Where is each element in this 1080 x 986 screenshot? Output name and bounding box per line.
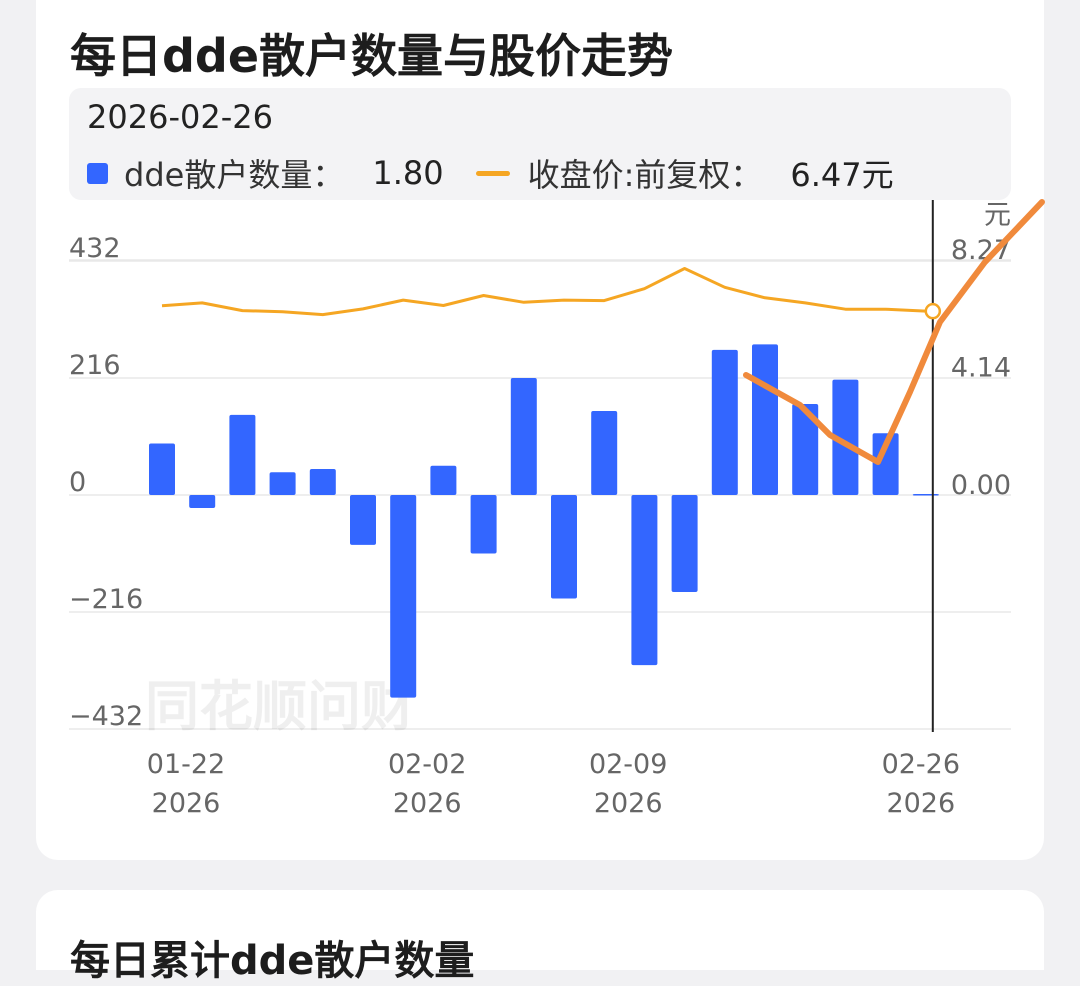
price-point-marker — [924, 302, 942, 320]
dde-bar — [551, 495, 577, 599]
y-left-tick-label: 432 — [69, 233, 121, 264]
dde-bar — [671, 495, 698, 592]
dde-bar — [872, 433, 899, 495]
x-tick-date-label: 01-22 — [147, 749, 225, 780]
dde-bar — [390, 495, 417, 698]
chart-tooltip: 2026-02-26 dde散户数量： 1.80 收盘价:前复权： 6.47元 — [69, 88, 1011, 200]
y-left-tick-label: −432 — [69, 701, 143, 732]
dde-bar — [792, 404, 819, 495]
chart-svg[interactable]: 432 216 0 −216 −432 元 8.27 4.14 0.00 同花顺问财 01-22 20… — [0, 0, 1080, 943]
x-tick-year-label: 2026 — [594, 788, 663, 819]
dde-bar — [189, 495, 216, 508]
dde-bar — [752, 344, 778, 495]
tooltip-series2-label: 收盘价:前复权： — [527, 156, 763, 194]
price-line — [161, 267, 926, 317]
y-right-tick-label: 0.00 — [951, 470, 1011, 501]
tooltip-values: dde散户数量： 1.80 收盘价:前复权： 6.47元 — [87, 150, 894, 196]
dde-bar — [631, 495, 658, 666]
x-tick-date-label: 02-09 — [589, 749, 667, 780]
tooltip-series1-value: 1.80 — [372, 154, 444, 192]
dde-bar — [149, 443, 175, 495]
y-right-tick-label: 4.14 — [951, 352, 1011, 383]
dde-bar — [510, 378, 537, 495]
dde-bar — [350, 495, 376, 545]
watermark-text: 同花顺问财 — [145, 675, 415, 738]
y-right-unit-label: 元 — [984, 200, 1011, 231]
dde-bar — [591, 411, 618, 495]
chart-title: 每日dde散户数量与股价走势 — [70, 29, 674, 83]
dde-bar — [269, 472, 296, 495]
x-tick-year-label: 2026 — [393, 788, 462, 819]
dde-bar — [470, 495, 497, 554]
y-left-tick-label: −216 — [69, 584, 143, 615]
x-tick-year-label: 2026 — [152, 788, 221, 819]
dde-bar — [309, 469, 336, 495]
line-legend-dash-icon — [475, 170, 510, 176]
x-tick-date-label: 02-02 — [388, 749, 466, 780]
y-left-tick-label: 216 — [69, 350, 121, 381]
tooltip-date: 2026-02-26 — [87, 98, 273, 136]
dde-bar — [430, 465, 457, 495]
tooltip-series2-value: 6.47元 — [790, 156, 894, 194]
x-tick-year-label: 2026 — [886, 788, 955, 819]
dde-bar — [912, 494, 939, 496]
hand-drawn-annotation-stroke — [743, 199, 1045, 465]
dde-bar — [832, 379, 859, 495]
y-right-tick-label: 8.27 — [951, 235, 1011, 266]
dde-bar — [711, 349, 738, 495]
tooltip-series1-label: dde散户数量： — [124, 156, 345, 194]
next-chart-title: 每日累计dde散户数量 — [70, 938, 475, 984]
y-left-tick-label: 0 — [69, 467, 86, 498]
bar-legend-square-icon — [87, 162, 108, 184]
x-tick-date-label: 02-26 — [882, 749, 960, 780]
dde-bar — [229, 414, 256, 495]
